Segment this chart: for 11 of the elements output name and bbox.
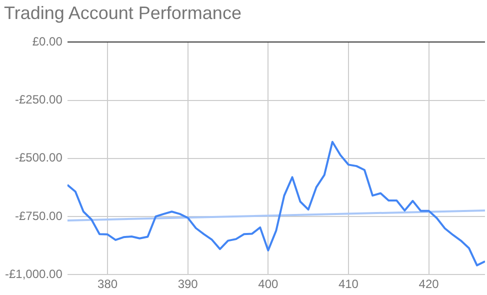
x-tick-label: 400: [258, 277, 278, 292]
y-tick-label: -£250.00: [15, 92, 63, 107]
x-tick-label: 390: [178, 277, 198, 292]
x-tick-label: 420: [418, 277, 440, 292]
y-tick-label: -£500.00: [15, 150, 63, 165]
y-tick-label: -£750.00: [15, 208, 63, 223]
y-tick-label: -£1,000.00: [4, 266, 63, 281]
y-tick-label: £0.00: [32, 34, 63, 49]
x-tick-label: 410: [338, 277, 359, 292]
chart-title: Trading Account Performance: [4, 3, 242, 24]
x-tick-label: 380: [98, 277, 118, 292]
